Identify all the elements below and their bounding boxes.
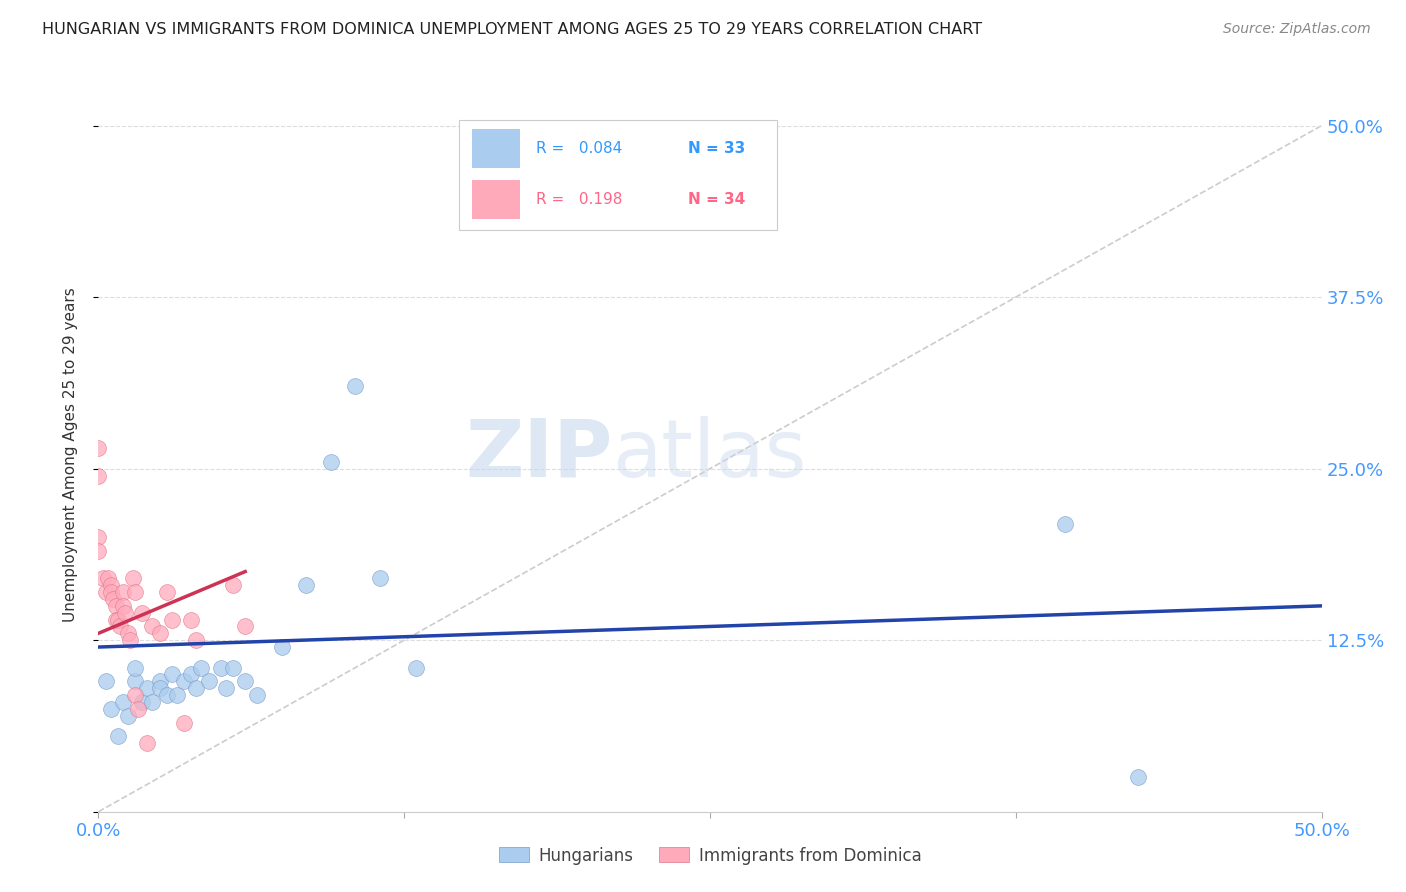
Point — [94, 585, 117, 599]
Point — [160, 667, 183, 681]
Point — [233, 619, 256, 633]
Point — [87, 468, 110, 483]
Point — [156, 688, 179, 702]
Point — [107, 613, 129, 627]
Point — [111, 599, 134, 613]
Point — [104, 613, 127, 627]
Point — [186, 633, 208, 648]
Text: Source: ZipAtlas.com: Source: ZipAtlas.com — [1223, 22, 1371, 37]
Point — [186, 681, 208, 696]
Point — [124, 660, 146, 674]
Point — [149, 626, 172, 640]
Point — [1128, 771, 1150, 785]
Point — [173, 674, 195, 689]
Point — [368, 571, 391, 585]
Point — [124, 688, 146, 702]
Point — [117, 626, 139, 640]
Point — [233, 674, 256, 689]
Point — [149, 681, 172, 696]
Point — [141, 695, 163, 709]
Point — [149, 674, 172, 689]
Point — [97, 571, 120, 585]
Point — [209, 660, 232, 674]
Point — [1053, 516, 1076, 531]
Text: ZIP: ZIP — [465, 416, 612, 494]
Point — [136, 736, 159, 750]
Point — [87, 544, 110, 558]
Point — [197, 674, 219, 689]
Point — [319, 455, 342, 469]
Point — [87, 530, 110, 544]
Text: HUNGARIAN VS IMMIGRANTS FROM DOMINICA UNEMPLOYMENT AMONG AGES 25 TO 29 YEARS COR: HUNGARIAN VS IMMIGRANTS FROM DOMINICA UN… — [42, 22, 983, 37]
Point — [100, 585, 122, 599]
Point — [87, 441, 110, 455]
Point — [104, 599, 127, 613]
Point — [131, 606, 153, 620]
Point — [180, 613, 202, 627]
Legend: Hungarians, Immigrants from Dominica: Hungarians, Immigrants from Dominica — [492, 840, 928, 871]
Point — [117, 708, 139, 723]
Point — [222, 578, 245, 592]
Point — [111, 585, 134, 599]
Point — [214, 681, 236, 696]
Point — [136, 681, 159, 696]
Point — [121, 571, 143, 585]
Point — [100, 578, 122, 592]
Point — [156, 585, 179, 599]
Point — [344, 379, 367, 393]
Y-axis label: Unemployment Among Ages 25 to 29 years: Unemployment Among Ages 25 to 29 years — [63, 287, 77, 623]
Point — [114, 606, 136, 620]
Point — [124, 674, 146, 689]
Point — [222, 660, 245, 674]
Point — [127, 702, 149, 716]
Point — [110, 619, 132, 633]
Point — [160, 613, 183, 627]
Point — [173, 715, 195, 730]
Point — [180, 667, 202, 681]
Point — [107, 729, 129, 743]
Point — [141, 619, 163, 633]
Point — [124, 585, 146, 599]
Text: atlas: atlas — [612, 416, 807, 494]
Point — [101, 592, 124, 607]
Point — [131, 695, 153, 709]
Point — [94, 674, 117, 689]
Point — [190, 660, 212, 674]
Point — [270, 640, 294, 654]
Point — [100, 702, 122, 716]
Point — [405, 660, 427, 674]
Point — [246, 688, 269, 702]
Point — [91, 571, 114, 585]
Point — [166, 688, 188, 702]
Point — [120, 633, 142, 648]
Point — [295, 578, 318, 592]
Point — [111, 695, 134, 709]
